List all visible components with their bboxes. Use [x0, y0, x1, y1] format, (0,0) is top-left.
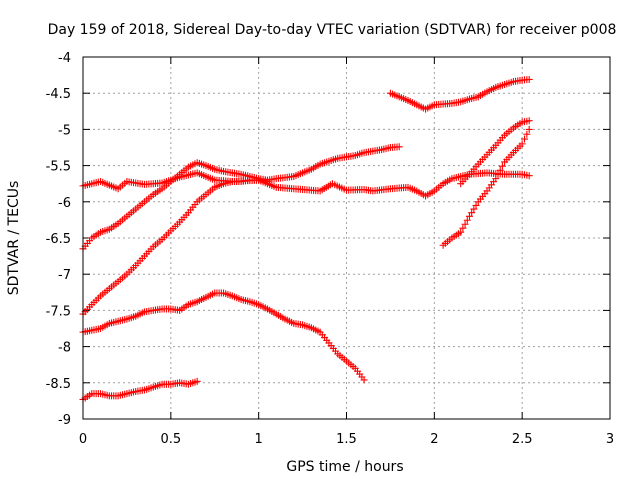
- series-track-7: [457, 117, 533, 188]
- y-tick-label: -6.5: [46, 232, 71, 247]
- data-point: [360, 376, 368, 384]
- y-tick-label: -8: [58, 341, 71, 356]
- data-point: [193, 377, 201, 385]
- y-tick-label: -9: [58, 413, 71, 428]
- series-track-8: [439, 125, 533, 249]
- series-track-6: [386, 75, 533, 113]
- grid: [83, 57, 610, 419]
- series-track-4: [79, 289, 368, 384]
- data-point: [498, 162, 506, 170]
- axis-ticks: 0 0.5 1 1.5 2 2.5 3 -9 -8.5 -8 -7.5 -7 -6.5 -6 -5.5 -5 -…: [46, 51, 615, 447]
- y-tick-label: -5.5: [46, 160, 71, 175]
- x-tick-label: 2: [430, 432, 438, 447]
- series-track-2: [79, 143, 403, 253]
- x-tick-label: 0.5: [160, 432, 181, 447]
- y-tick-label: -7: [58, 268, 71, 283]
- data-point: [461, 220, 469, 228]
- y-tick-label: -4.5: [46, 87, 71, 102]
- data-point: [470, 205, 478, 213]
- series-track-3: [79, 176, 271, 318]
- y-tick-label: -7.5: [46, 304, 71, 319]
- data-point: [525, 125, 533, 133]
- data-markers: [79, 75, 533, 403]
- y-tick-label: -5: [58, 123, 71, 138]
- data-point: [496, 166, 504, 174]
- series-track-1: [79, 169, 533, 200]
- data-point: [459, 224, 467, 232]
- y-axis-label: SDTVAR / TECUs: [6, 181, 22, 296]
- x-tick-label: 1.5: [336, 432, 357, 447]
- x-axis-label: GPS time / hours: [286, 459, 403, 475]
- data-point: [468, 209, 476, 217]
- x-tick-label: 2.5: [512, 432, 533, 447]
- y-tick-label: -8.5: [46, 377, 71, 392]
- data-point: [523, 130, 531, 138]
- data-point: [465, 212, 473, 220]
- x-tick-label: 0: [79, 432, 87, 447]
- data-point: [521, 135, 529, 143]
- data-point: [494, 170, 502, 178]
- data-point: [472, 201, 480, 209]
- series-track-5: [79, 377, 201, 403]
- data-point: [463, 216, 471, 224]
- data-point: [395, 143, 403, 151]
- y-tick-label: -6: [58, 196, 71, 211]
- data-point: [492, 175, 500, 183]
- data-point: [525, 172, 533, 180]
- data-point: [263, 178, 271, 186]
- chart-title: Day 159 of 2018, Sidereal Day-to-day VTE…: [48, 22, 617, 38]
- plot-frame: [82, 56, 611, 420]
- x-tick-label: 3: [606, 432, 614, 447]
- data-point: [518, 140, 526, 148]
- y-tick-label: -4: [58, 51, 71, 66]
- data-point: [457, 228, 465, 236]
- data-point: [525, 117, 533, 125]
- x-tick-label: 1: [255, 432, 263, 447]
- data-point: [525, 75, 533, 83]
